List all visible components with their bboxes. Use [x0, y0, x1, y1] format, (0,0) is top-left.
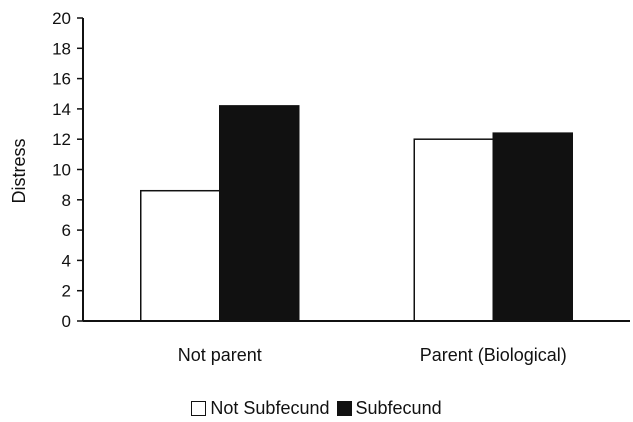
legend-swatch-not-subfecund — [191, 401, 207, 416]
bar-chart: Distress 0 2 4 6 8 10 12 14 16 18 20 Not parent Par… — [9, 9, 630, 365]
x-category-label: Not parent — [178, 345, 262, 365]
y-tick-label: 18 — [52, 39, 71, 58]
y-tick-label: 8 — [62, 191, 71, 210]
legend-label-subfecund: Subfecund — [355, 398, 442, 418]
legend: Not Subfecund Subfecund — [0, 398, 633, 421]
legend-item-subfecund: Subfecund — [336, 398, 442, 419]
y-tick-label: 4 — [62, 251, 71, 270]
y-tick-label: 20 — [52, 9, 71, 28]
bar-subfecund-2 — [492, 132, 573, 322]
y-tick-label: 2 — [62, 282, 71, 301]
x-category-label: Parent (Biological) — [420, 345, 567, 365]
bar-not-subfecund-2 — [413, 138, 494, 322]
y-tick-label: 12 — [52, 130, 71, 149]
legend-swatch-subfecund — [336, 401, 352, 416]
bar-not-subfecund-1 — [140, 189, 221, 322]
y-tick-label: 14 — [52, 100, 71, 119]
y-tick-label: 6 — [62, 221, 71, 240]
legend-label-not-subfecund: Not Subfecund — [210, 398, 330, 418]
y-axis-title: Distress — [9, 138, 29, 203]
y-tick-label: 16 — [52, 70, 71, 89]
legend-item-not-subfecund: Not Subfecund — [191, 398, 330, 419]
y-tick-label: 0 — [62, 312, 71, 331]
y-tick-label: 10 — [52, 161, 71, 180]
bar-subfecund-1 — [219, 105, 300, 322]
